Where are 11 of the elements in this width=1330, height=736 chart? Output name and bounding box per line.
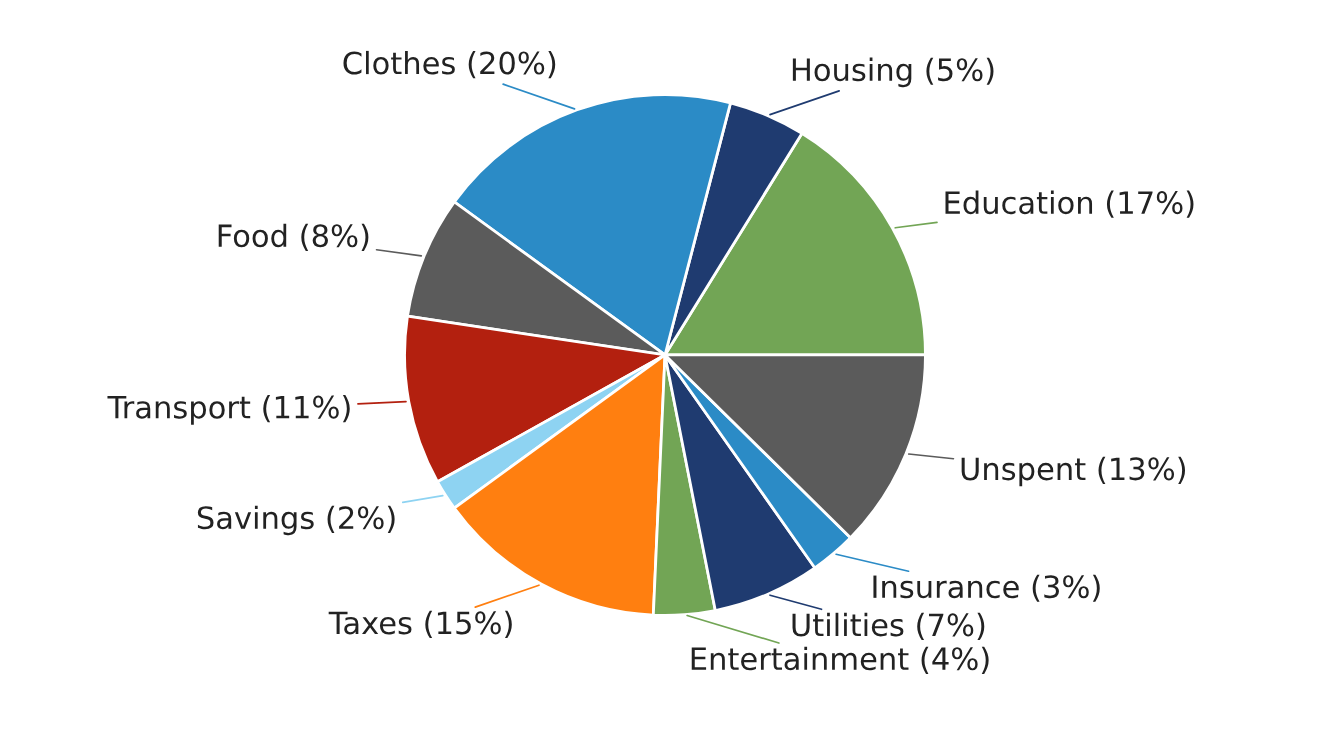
slice-label: Unspent (13%) — [961, 456, 1186, 487]
slice-label: Clothes (20%) — [343, 50, 556, 79]
slice-label: Savings (2%) — [197, 505, 395, 536]
slice-label: Transport (11%) — [107, 395, 350, 425]
slice-label: Taxes (15%) — [328, 610, 512, 639]
slice-label: Food (8%) — [218, 223, 369, 251]
slice-label: Education (17%) — [945, 190, 1194, 218]
slice-label: Housing (5%) — [792, 57, 994, 88]
slice-label: Insurance (3%) — [873, 574, 1100, 602]
slice-label: Utilities (7%) — [792, 612, 985, 641]
slice-label: Entertainment (4%) — [691, 646, 989, 674]
